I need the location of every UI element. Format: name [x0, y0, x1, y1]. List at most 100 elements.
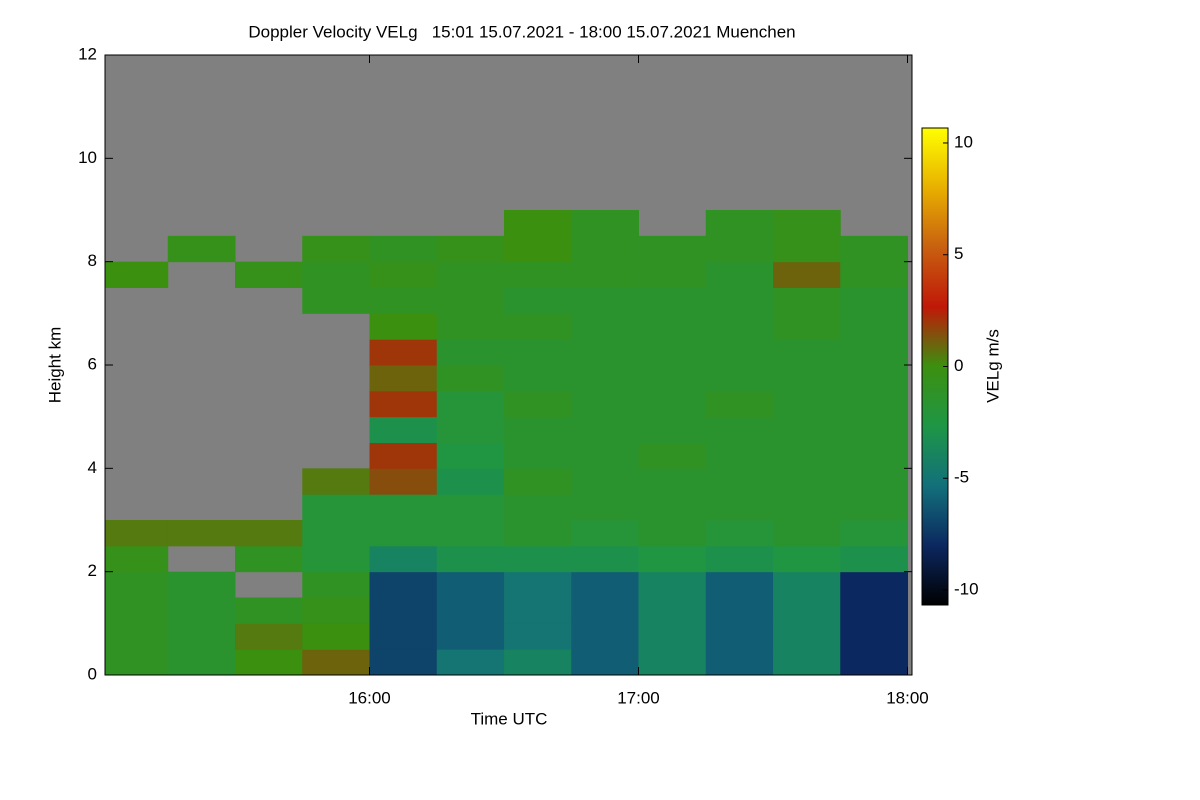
- heatmap-cell: [705, 494, 774, 521]
- heatmap-cell: [773, 623, 841, 650]
- heatmap-cell: [571, 545, 640, 573]
- heatmap-cell: [369, 313, 438, 340]
- heatmap-cell: [638, 365, 707, 392]
- heatmap-cell: [504, 235, 572, 263]
- heatmap-cell: [235, 649, 303, 675]
- heatmap-cell: [302, 545, 371, 573]
- heatmap-cell: [638, 597, 707, 624]
- heatmap-cell: [436, 442, 505, 469]
- heatmap-cell: [369, 339, 438, 366]
- colorbar-tick-label: 0: [954, 356, 963, 375]
- heatmap-cell: [571, 468, 640, 495]
- heatmap-cell: [571, 520, 640, 547]
- colorbar-label: VELg m/s: [983, 329, 1002, 403]
- heatmap-cell: [105, 571, 169, 598]
- heatmap-cell: [436, 365, 505, 392]
- y-tick-label: 6: [88, 354, 97, 373]
- heatmap-cell: [167, 623, 236, 650]
- axes: 0 2 4 6 8 10 12 16:00 17:00 18:00 -10 -5 0 5 10: [78, 44, 979, 707]
- heatmap-cell: [436, 494, 505, 521]
- heatmap-cell: [436, 339, 505, 366]
- colorbar-tick-label: 10: [954, 132, 973, 151]
- heatmap-cell: [302, 468, 371, 495]
- x-tick-label: 17:00: [617, 688, 660, 707]
- heatmap-cell: [571, 365, 640, 392]
- heatmap-cell: [773, 597, 841, 624]
- heatmap-cell: [436, 520, 505, 547]
- heatmap-cell: [840, 520, 909, 547]
- heatmap-cell: [638, 416, 707, 443]
- heatmap-cell: [571, 597, 640, 624]
- heatmap-cell: [840, 261, 909, 288]
- heatmap-cell: [705, 210, 774, 237]
- heatmap-cell: [167, 520, 236, 547]
- x-tick-label: 18:00: [886, 688, 929, 707]
- heatmap-cell: [705, 623, 774, 650]
- heatmap-cell: [773, 520, 841, 547]
- heatmap-cell: [436, 623, 505, 650]
- heatmap-cell: [235, 520, 303, 547]
- heatmap-cell: [638, 287, 707, 314]
- heatmap-cell: [638, 390, 707, 418]
- x-axis-label: Time UTC: [471, 709, 548, 728]
- heatmap-cell: [105, 545, 169, 573]
- heatmap-cell: [369, 545, 438, 573]
- heatmap-cell: [705, 520, 774, 547]
- heatmap-cell: [436, 416, 505, 443]
- heatmap-cell: [436, 261, 505, 288]
- heatmap-cell: [167, 571, 236, 598]
- heatmap-cell: [436, 597, 505, 624]
- heatmap-cell: [504, 545, 572, 573]
- heatmap-cell: [840, 287, 909, 314]
- heatmap-cell: [436, 468, 505, 495]
- heatmap-cell: [773, 313, 841, 340]
- heatmap-cell: [638, 623, 707, 650]
- heatmap-cell: [105, 623, 169, 650]
- heatmap-cell: [504, 416, 572, 443]
- y-tick-label: 0: [88, 664, 97, 683]
- heatmap-cell: [302, 520, 371, 547]
- heatmap-cell: [773, 649, 841, 675]
- heatmap-cell: [840, 597, 909, 624]
- colorbar-tick-label: -5: [954, 468, 969, 487]
- heatmap-cell: [773, 210, 841, 237]
- heatmap-cell: [369, 571, 438, 598]
- heatmap-cell: [571, 649, 640, 675]
- x-tick-label: 16:00: [348, 688, 391, 707]
- heatmap-cell: [235, 261, 303, 288]
- heatmap-cell: [840, 623, 909, 650]
- heatmap-cell: [705, 313, 774, 340]
- y-tick-label: 2: [88, 561, 97, 580]
- y-tick-label: 4: [88, 458, 97, 477]
- heatmap-cell: [302, 494, 371, 521]
- heatmap-cell: [369, 287, 438, 314]
- heatmap-cell: [773, 442, 841, 469]
- heatmap-cell: [369, 649, 438, 675]
- heatmap-cell: [773, 339, 841, 366]
- heatmap-cell: [840, 235, 909, 263]
- heatmap-cell: [638, 468, 707, 495]
- heatmap-cell: [436, 235, 505, 263]
- heatmap-cell: [571, 494, 640, 521]
- heatmap-cell: [369, 442, 438, 469]
- heatmap-cell: [302, 235, 371, 263]
- heatmap-cell: [302, 649, 371, 675]
- heatmap-cell: [436, 649, 505, 675]
- y-axis-label: Height km: [45, 327, 64, 404]
- heatmap-cell: [235, 623, 303, 650]
- heatmap-cell: [773, 287, 841, 314]
- heatmap-cell: [369, 468, 438, 495]
- heatmap-cell: [436, 571, 505, 598]
- heatmap-cell: [705, 287, 774, 314]
- heatmap-cell: [504, 494, 572, 521]
- heatmap-cell: [504, 261, 572, 288]
- heatmap-cell: [840, 313, 909, 340]
- heatmap-cell: [436, 390, 505, 418]
- heatmap-cell: [705, 442, 774, 469]
- heatmap-cell: [369, 416, 438, 443]
- heatmap-cell: [302, 261, 371, 288]
- heatmap-cell: [436, 545, 505, 573]
- heatmap-cell: [773, 468, 841, 495]
- heatmap-cell: [302, 597, 371, 624]
- heatmap-cell: [302, 571, 371, 598]
